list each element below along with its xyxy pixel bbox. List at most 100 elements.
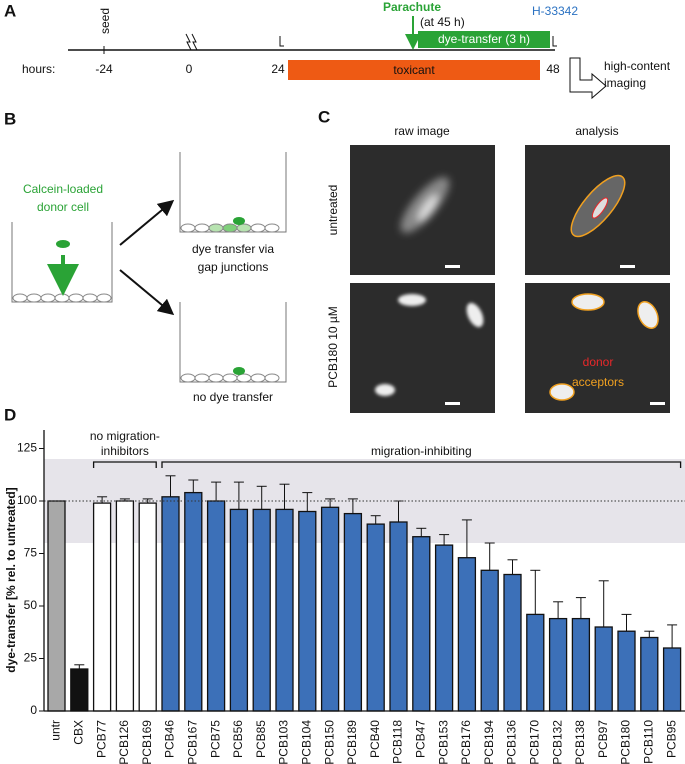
- bar: [184, 491, 203, 712]
- x-tick-label: PCB176: [459, 720, 473, 764]
- y-tick-label: 50: [24, 598, 38, 612]
- bar: [503, 573, 522, 712]
- group-label: migration-inhibiting: [371, 444, 472, 458]
- y-tick-label: 25: [24, 651, 38, 665]
- group-bracket: [92, 461, 157, 468]
- row-label: untreated: [326, 185, 340, 236]
- parachute-label: Parachute: [383, 0, 441, 14]
- panel-c: C raw image analysis untreated PCB180 10…: [318, 107, 670, 413]
- y-tick-label: 100: [17, 493, 37, 507]
- outcome-label: gap junctions: [198, 260, 269, 274]
- x-tick-label: PCB126: [117, 720, 131, 764]
- bar: [662, 647, 682, 712]
- bar: [617, 630, 636, 712]
- donor-cell: [56, 240, 70, 248]
- scale-bar: [445, 265, 460, 268]
- scale-bar: [445, 402, 460, 405]
- bar: [457, 557, 477, 712]
- x-tick-label: PCB169: [140, 720, 154, 764]
- y-tick-label: 125: [17, 441, 37, 455]
- y-axis-label: dye-transfer [% rel. to untreated]: [4, 487, 18, 672]
- well: [179, 302, 287, 383]
- readout-label: high-content: [604, 59, 671, 73]
- bar: [594, 626, 613, 712]
- outcome-arrow: [119, 199, 175, 246]
- time-tick: -24: [95, 62, 113, 76]
- time-tick: 48: [546, 62, 560, 76]
- group-label: no migration-: [90, 429, 160, 443]
- bar: [320, 506, 340, 712]
- donor-cell: [233, 217, 245, 225]
- x-tick-label: PCB56: [231, 720, 245, 758]
- donor-label: Calcein-loaded: [23, 182, 103, 196]
- x-tick-label: PCB189: [345, 720, 359, 764]
- medium-change: [185, 33, 198, 51]
- bar: [161, 496, 180, 712]
- cell-layer: [12, 293, 112, 303]
- bar: [115, 500, 135, 712]
- bar: [70, 668, 89, 712]
- time-tick: 24: [271, 62, 285, 76]
- cell-outline: [570, 174, 626, 238]
- hours-label: hours:: [22, 62, 55, 76]
- donor-cell: [233, 367, 245, 375]
- dye-transfer-label: dye-transfer (3 h): [438, 32, 530, 46]
- panel-a: A seed hours: -24 0 24 48 toxicant dye-t…: [4, 0, 671, 100]
- column-label: analysis: [575, 124, 618, 138]
- x-tick-label: PCB95: [664, 720, 678, 758]
- bar: [412, 536, 431, 712]
- x-tick-label: PCB167: [185, 720, 199, 764]
- bar: [526, 613, 545, 712]
- x-tick-label: PCB47: [413, 720, 427, 758]
- bar: [138, 502, 157, 712]
- panel-letter: C: [318, 107, 330, 126]
- time-tick: 0: [186, 62, 193, 76]
- bar: [389, 521, 408, 712]
- panel-letter: D: [4, 405, 16, 424]
- bar: [480, 569, 499, 712]
- x-tick-label: PCB138: [573, 720, 587, 764]
- cell-layer: [180, 223, 280, 233]
- treatment-mark: [279, 36, 284, 47]
- readout-arrow: [569, 57, 607, 100]
- x-tick-label: PCB97: [596, 720, 610, 758]
- scale-bar: [620, 265, 635, 268]
- x-tick-label: PCB103: [277, 720, 291, 764]
- well: [179, 152, 287, 233]
- bar: [640, 636, 659, 712]
- column-label: raw image: [394, 124, 450, 138]
- panel-letter: A: [4, 1, 16, 20]
- bar: [229, 508, 249, 712]
- x-tick-label: PCB194: [482, 720, 496, 764]
- stain-mark: [552, 36, 557, 47]
- bar: [47, 500, 66, 712]
- cell-image: [375, 294, 484, 396]
- group-bracket: [161, 461, 682, 468]
- readout-label: imaging: [604, 76, 646, 90]
- x-tick-label: PCB46: [163, 720, 177, 758]
- y-tick-label: 75: [24, 546, 38, 560]
- y-tick-label: 0: [30, 703, 37, 717]
- panel-d: D dye-transfer [% rel. to untreated] 0 25…: [4, 405, 685, 764]
- x-tick-label: CBX: [71, 720, 85, 745]
- x-tick-label: PCB118: [391, 720, 405, 764]
- panel-letter: B: [4, 109, 16, 128]
- x-tick-label: PCB150: [322, 720, 336, 764]
- bar: [434, 544, 454, 712]
- donor-label: donor cell: [37, 200, 89, 214]
- bar: [571, 617, 591, 712]
- seed-label: seed: [98, 8, 112, 34]
- row-label: PCB180 10 µM: [326, 306, 340, 388]
- panel-b: B Calcein-loaded donor cell dye transfer…: [4, 109, 287, 404]
- x-tick-label: PCB75: [208, 720, 222, 758]
- dye-transfer-bar: [418, 31, 550, 48]
- x-tick-label: untr: [49, 720, 63, 741]
- bar: [252, 508, 271, 712]
- x-tick-label: PCB110: [641, 720, 655, 764]
- toxicant-label: toxicant: [393, 63, 435, 77]
- x-tick-label: PCB77: [94, 720, 108, 758]
- cell-image: [400, 177, 450, 233]
- parachute-time: (at 45 h): [420, 15, 465, 29]
- x-tick-label: PCB170: [527, 720, 541, 764]
